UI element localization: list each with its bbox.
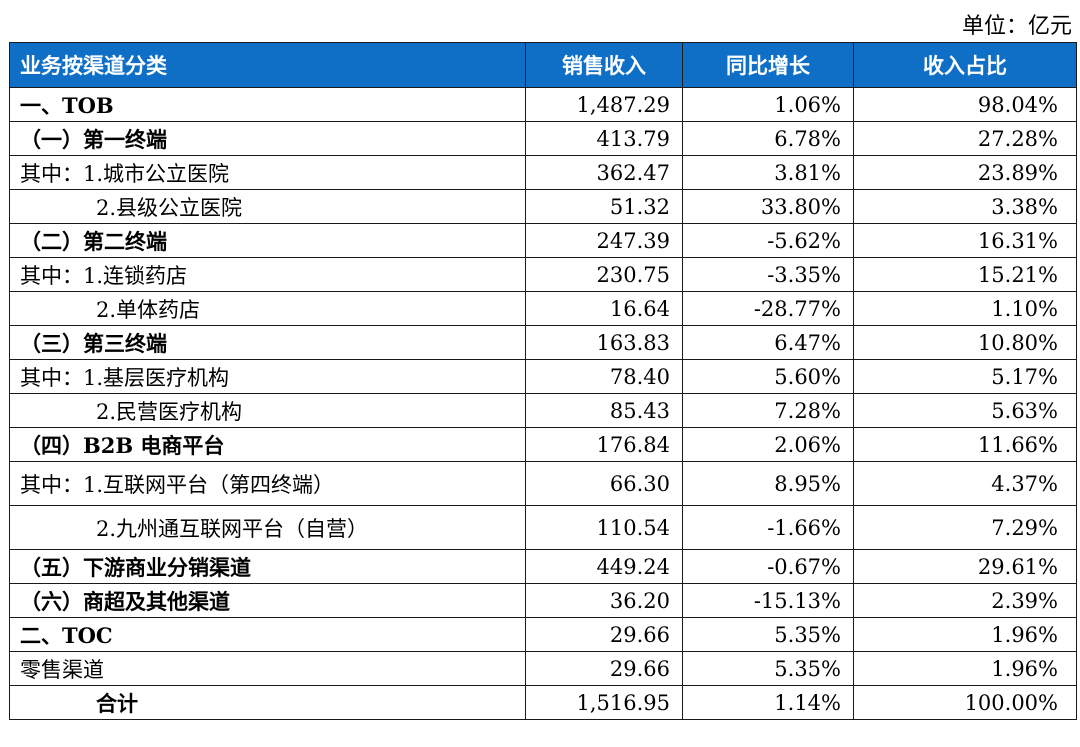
row-sales: 78.40: [525, 359, 683, 394]
row-sales: 85.43: [525, 393, 683, 428]
row-sales: 36.20: [525, 583, 683, 618]
row-share: 16.31%: [853, 223, 1077, 258]
row-label: 其中：1.连锁药店: [9, 257, 526, 292]
row-growth: 1.06%: [682, 87, 854, 122]
row-share: 10.80%: [853, 325, 1077, 360]
table-row: 2.县级公立医院 51.32 33.80% 3.38%: [9, 189, 1077, 224]
table-row: （三）第三终端 163.83 6.47% 10.80%: [9, 325, 1077, 360]
table-row: 2.民营医疗机构 85.43 7.28% 5.63%: [9, 393, 1077, 428]
unit-label: 单位：亿元: [961, 14, 1072, 39]
table-row: 二、TOC 29.66 5.35% 1.96%: [9, 617, 1077, 652]
row-label: 其中：1.城市公立医院: [9, 155, 526, 190]
row-share: 15.21%: [853, 257, 1077, 292]
row-growth: 5.35%: [682, 651, 854, 686]
row-growth: 6.47%: [682, 325, 854, 360]
table-row: （二）第二终端 247.39 -5.62% 16.31%: [9, 223, 1077, 258]
row-sales: 449.24: [525, 549, 683, 584]
row-sales: 1,516.95: [525, 685, 683, 720]
table-row: （四）B2B 电商平台 176.84 2.06% 11.66%: [9, 427, 1077, 462]
table-row: （六）商超及其他渠道 36.20 -15.13% 2.39%: [9, 583, 1077, 618]
row-sales: 29.66: [525, 651, 683, 686]
header-channel: 业务按渠道分类: [9, 42, 526, 88]
row-growth: 5.60%: [682, 359, 854, 394]
row-share: 1.96%: [853, 651, 1077, 686]
row-share: 5.63%: [853, 393, 1077, 428]
row-growth: 8.95%: [682, 461, 854, 506]
row-sales: 362.47: [525, 155, 683, 190]
header-sales: 销售收入: [525, 42, 683, 88]
row-label: （六）商超及其他渠道: [9, 583, 526, 618]
row-growth: -3.35%: [682, 257, 854, 292]
row-share: 1.96%: [853, 617, 1077, 652]
table-row-total: 合计 1,516.95 1.14% 100.00%: [9, 685, 1077, 720]
row-label: 其中：1.基层医疗机构: [9, 359, 526, 394]
row-sales: 163.83: [525, 325, 683, 360]
row-share: 1.10%: [853, 291, 1077, 326]
table-row: 2.单体药店 16.64 -28.77% 1.10%: [9, 291, 1077, 326]
row-growth: 6.78%: [682, 121, 854, 156]
row-sales: 66.30: [525, 461, 683, 506]
row-sales: 247.39: [525, 223, 683, 258]
row-label: 二、TOC: [9, 617, 526, 652]
row-sales: 413.79: [525, 121, 683, 156]
channel-revenue-table: 业务按渠道分类 销售收入 同比增长 收入占比 一、TOB 1,487.29 1.…: [9, 42, 1077, 720]
header-share: 收入占比: [853, 42, 1077, 88]
row-growth: -28.77%: [682, 291, 854, 326]
row-growth: 2.06%: [682, 427, 854, 462]
row-label: 一、TOB: [9, 87, 526, 122]
row-label: 其中：1.互联网平台（第四终端）: [9, 461, 526, 506]
row-label: （二）第二终端: [9, 223, 526, 258]
table-row: 其中：1.城市公立医院 362.47 3.81% 23.89%: [9, 155, 1077, 190]
row-growth: 3.81%: [682, 155, 854, 190]
row-label: （三）第三终端: [9, 325, 526, 360]
row-label: 2.县级公立医院: [9, 189, 526, 224]
table-row: 其中：1.基层医疗机构 78.40 5.60% 5.17%: [9, 359, 1077, 394]
row-label: （一）第一终端: [9, 121, 526, 156]
row-share: 98.04%: [853, 87, 1077, 122]
row-share: 27.28%: [853, 121, 1077, 156]
row-label: 2.民营医疗机构: [9, 393, 526, 428]
table-row: （五）下游商业分销渠道 449.24 -0.67% 29.61%: [9, 549, 1077, 584]
row-sales: 29.66: [525, 617, 683, 652]
row-share: 11.66%: [853, 427, 1077, 462]
row-share: 23.89%: [853, 155, 1077, 190]
row-label: （四）B2B 电商平台: [9, 427, 526, 462]
header-growth: 同比增长: [682, 42, 854, 88]
row-sales: 230.75: [525, 257, 683, 292]
row-growth: -0.67%: [682, 549, 854, 584]
row-share: 4.37%: [853, 461, 1077, 506]
table-row: 一、TOB 1,487.29 1.06% 98.04%: [9, 87, 1077, 122]
row-sales: 51.32: [525, 189, 683, 224]
row-sales: 1,487.29: [525, 87, 683, 122]
row-growth: 1.14%: [682, 685, 854, 720]
row-share: 29.61%: [853, 549, 1077, 584]
table-row: 其中：1.连锁药店 230.75 -3.35% 15.21%: [9, 257, 1077, 292]
table-row: 2.九州通互联网平台（自营） 110.54 -1.66% 7.29%: [9, 505, 1077, 550]
row-share: 100.00%: [853, 685, 1077, 720]
row-growth: 33.80%: [682, 189, 854, 224]
row-growth: 7.28%: [682, 393, 854, 428]
row-growth: -1.66%: [682, 505, 854, 550]
row-label: （五）下游商业分销渠道: [9, 549, 526, 584]
row-label: 合计: [9, 685, 526, 720]
table-row: 零售渠道 29.66 5.35% 1.96%: [9, 651, 1077, 686]
row-growth: -5.62%: [682, 223, 854, 258]
row-label: 零售渠道: [9, 651, 526, 686]
row-label: 2.九州通互联网平台（自营）: [9, 505, 526, 550]
row-sales: 16.64: [525, 291, 683, 326]
row-growth: -15.13%: [682, 583, 854, 618]
row-share: 5.17%: [853, 359, 1077, 394]
row-growth: 5.35%: [682, 617, 854, 652]
row-share: 2.39%: [853, 583, 1077, 618]
table-row: 其中：1.互联网平台（第四终端） 66.30 8.95% 4.37%: [9, 461, 1077, 506]
table-header-row: 业务按渠道分类 销售收入 同比增长 收入占比: [9, 42, 1077, 88]
row-sales: 110.54: [525, 505, 683, 550]
row-label: 2.单体药店: [9, 291, 526, 326]
row-share: 3.38%: [853, 189, 1077, 224]
row-share: 7.29%: [853, 505, 1077, 550]
table-row: （一）第一终端 413.79 6.78% 27.28%: [9, 121, 1077, 156]
row-sales: 176.84: [525, 427, 683, 462]
